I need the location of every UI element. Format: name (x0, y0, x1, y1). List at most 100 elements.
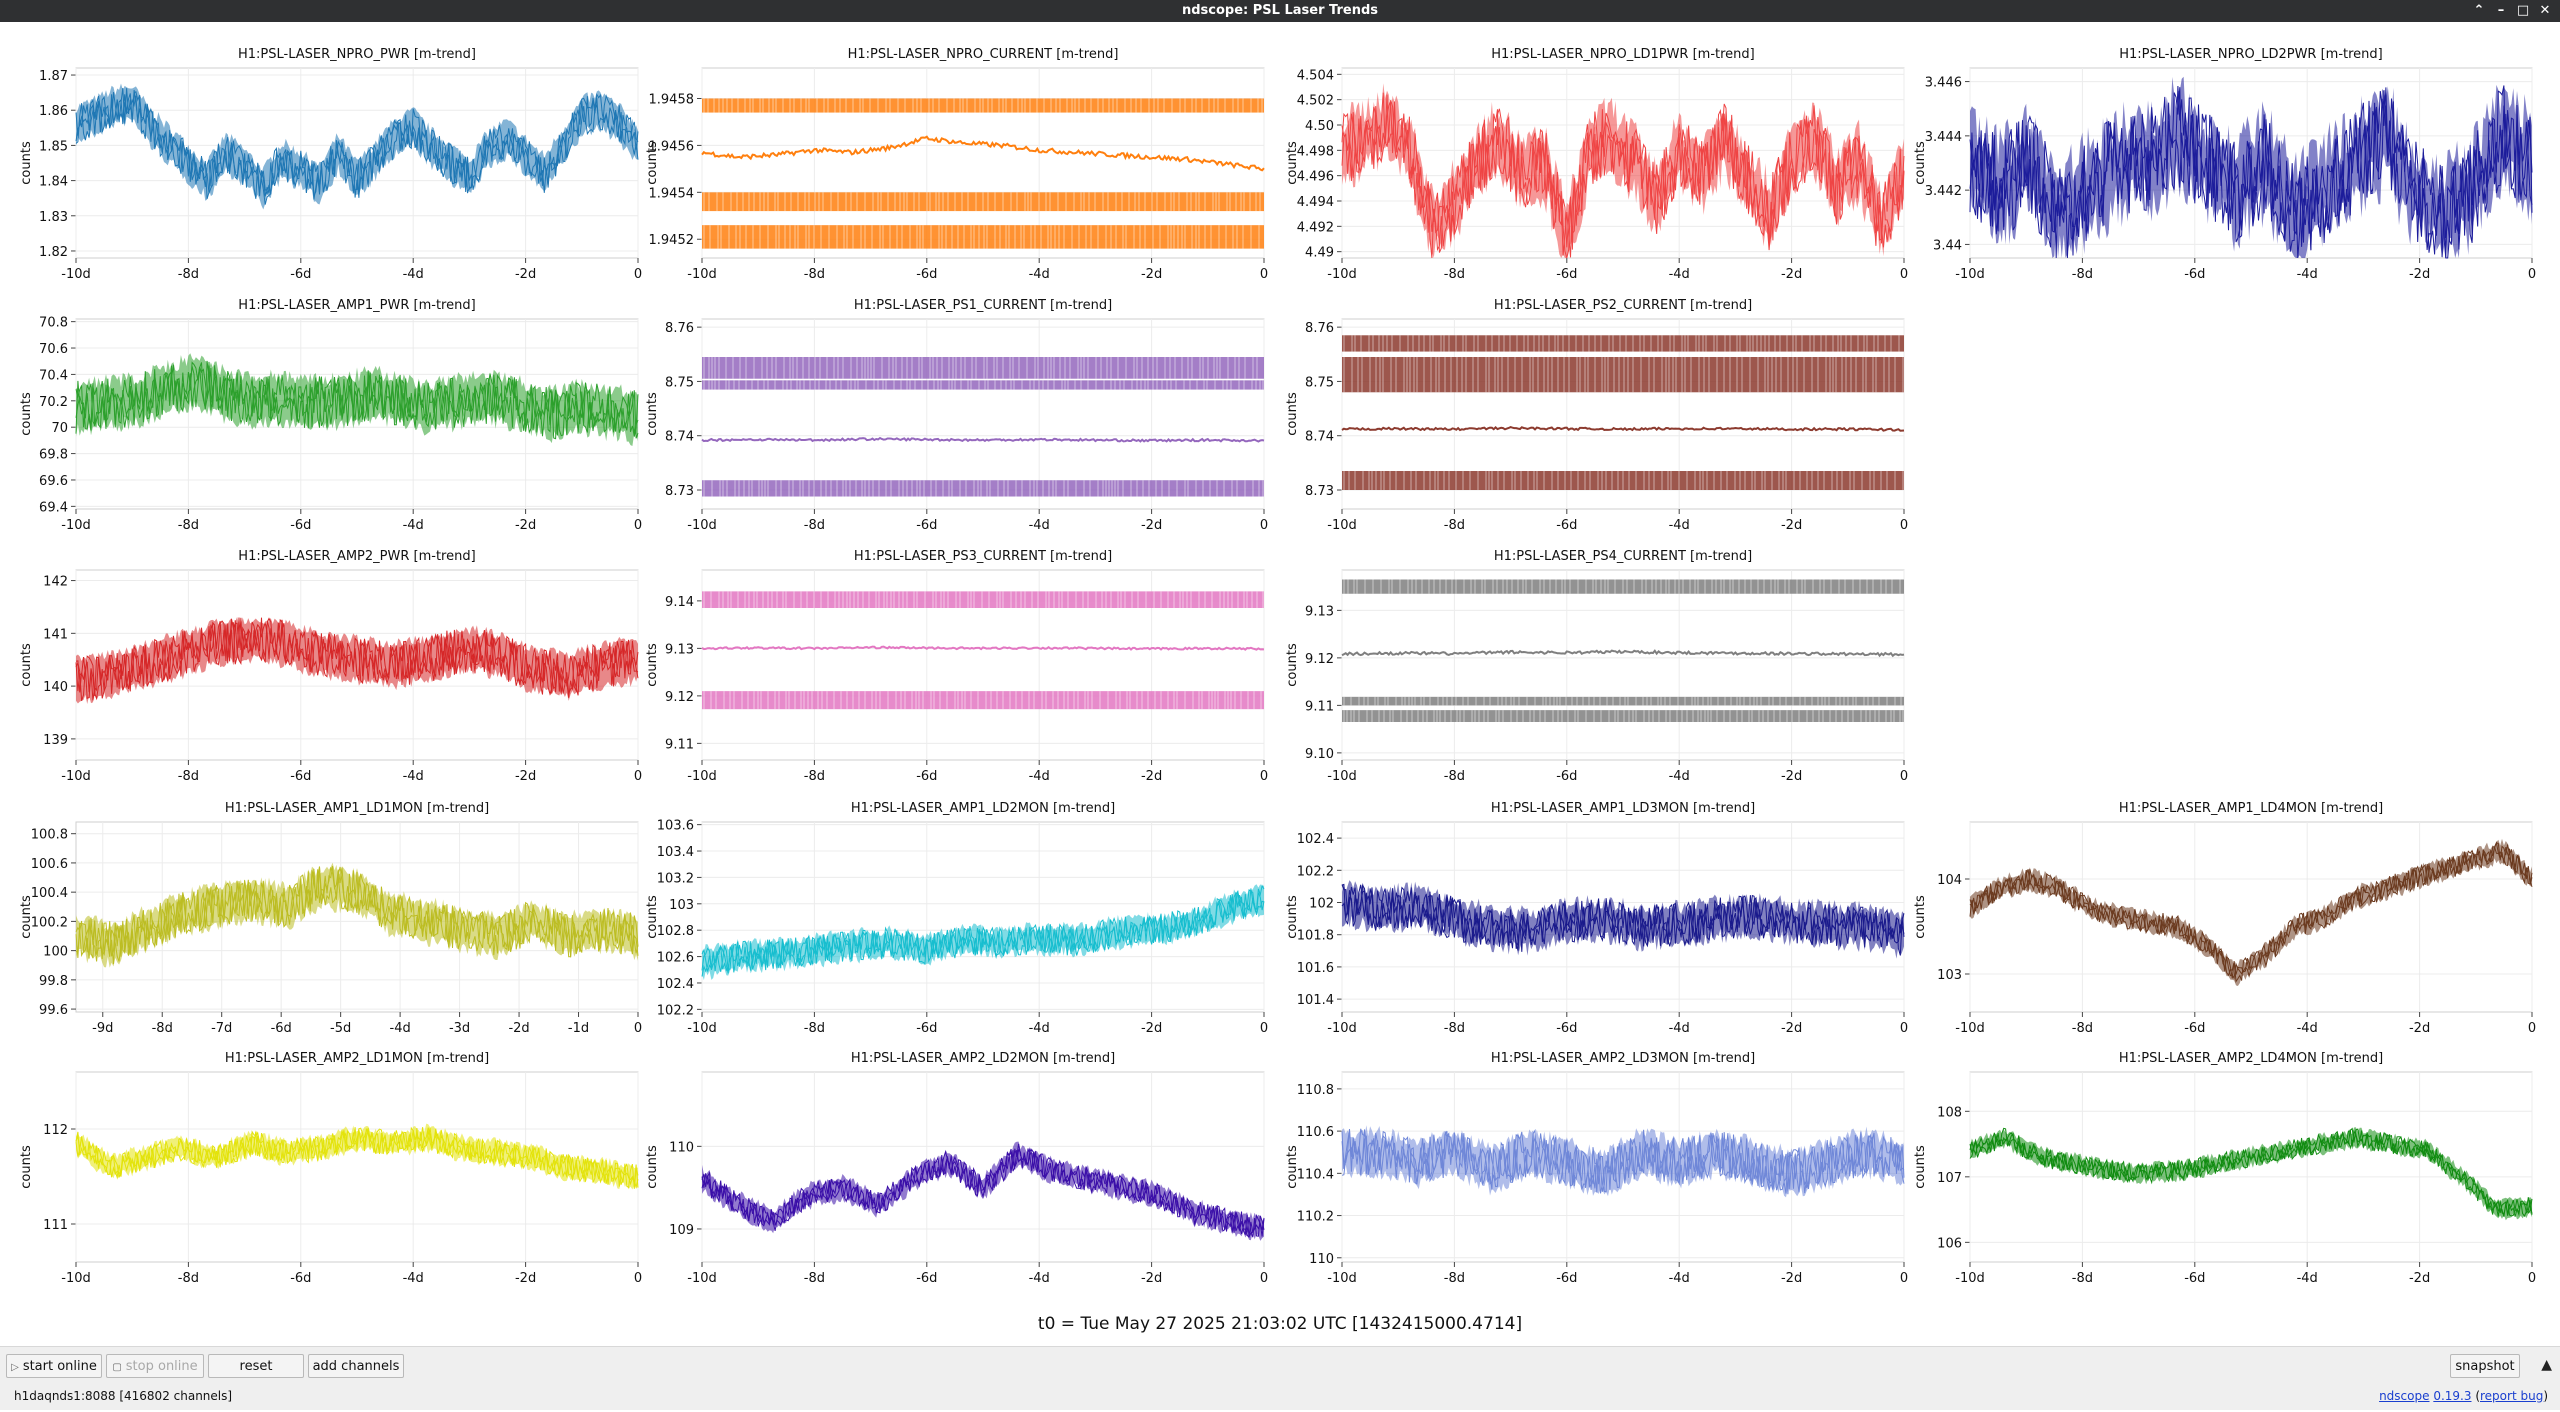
x-tick-label: -4d (1669, 769, 1690, 784)
x-tick-label: -8d (804, 267, 825, 282)
x-tick-label: -10d (687, 769, 717, 784)
plot-area[interactable] (701, 1071, 1265, 1263)
x-tick-label: -4d (1669, 1271, 1690, 1286)
x-tick-label: -6d (2184, 1021, 2205, 1036)
close-window-icon[interactable]: ✕ (2539, 3, 2551, 18)
y-tick-label: 109 (669, 1223, 694, 1238)
data-band (1342, 696, 1904, 706)
y-tick-label: 8.73 (1305, 484, 1334, 499)
plot-6[interactable]: H1:PSL-LASER_PS1_CURRENT [m-trend] counts… (645, 298, 1268, 533)
data-band (702, 357, 1264, 379)
y-axis-label: counts (645, 895, 660, 939)
y-tick-label: 69.4 (39, 500, 68, 515)
snapshot-button[interactable]: snapshot (2450, 1354, 2520, 1378)
plot-title: H1:PSL-LASER_PS2_CURRENT [m-trend] (1494, 298, 1752, 313)
plot-title: H1:PSL-LASER_PS4_CURRENT [m-trend] (1494, 549, 1752, 564)
add-channels-button[interactable]: add channels (308, 1354, 404, 1378)
ndscope-link[interactable]: ndscope (2379, 1389, 2430, 1403)
plot-15[interactable]: H1:PSL-LASER_AMP2_LD1MON [m-trend] counts… (19, 1051, 642, 1286)
y-tick-label: 110.2 (1297, 1210, 1334, 1225)
y-tick-label: 103.2 (657, 871, 694, 886)
y-tick-label: 70.6 (39, 342, 68, 357)
y-tick-label: 9.14 (665, 595, 694, 610)
series-line (1969, 1127, 2533, 1218)
plot-title: H1:PSL-LASER_NPRO_CURRENT [m-trend] (848, 47, 1119, 62)
minimize-window-icon[interactable]: – (2497, 3, 2505, 18)
x-tick-label: -2d (2409, 267, 2430, 282)
x-tick-label: -8d (1444, 1271, 1465, 1286)
plot-2[interactable]: H1:PSL-LASER_NPRO_CURRENT [m-trend] count… (645, 47, 1268, 282)
x-tick-label: -9d (92, 1021, 113, 1036)
plot-area[interactable] (1341, 569, 1905, 761)
plot-8[interactable]: H1:PSL-LASER_AMP2_PWR [m-trend] counts 139… (19, 549, 642, 784)
plot-7[interactable]: H1:PSL-LASER_PS2_CURRENT [m-trend] counts… (1285, 298, 1908, 533)
plot-4[interactable]: H1:PSL-LASER_NPRO_LD2PWR [m-trend] counts… (1913, 47, 2536, 282)
series-envelope (1970, 76, 2532, 258)
band-texture (703, 225, 1260, 249)
y-axis-label: counts (645, 643, 660, 687)
y-axis-label: counts (645, 1145, 660, 1189)
x-tick-label: -6d (290, 1271, 311, 1286)
x-tick-label: 0 (1900, 769, 1908, 784)
series-line (75, 361, 639, 440)
x-tick-label: -8d (804, 1271, 825, 1286)
x-tick-label: 0 (1900, 518, 1908, 533)
plot-area[interactable] (1969, 821, 2533, 1013)
plot-12[interactable]: H1:PSL-LASER_AMP1_LD2MON [m-trend] counts… (645, 801, 1268, 1036)
y-tick-label: 108 (1937, 1105, 1962, 1120)
plot-5[interactable]: H1:PSL-LASER_AMP1_PWR [m-trend] counts 69.… (19, 298, 642, 533)
shade-window-icon[interactable]: ⌃ (2473, 3, 2485, 18)
reset-button[interactable]: reset (208, 1354, 304, 1378)
x-tick-label: 0 (634, 1021, 642, 1036)
x-tick-label: -2d (515, 769, 536, 784)
report-bug-link[interactable]: report bug (2480, 1389, 2544, 1403)
y-tick-label: 9.13 (1305, 604, 1334, 619)
x-tick-label: -2d (1141, 769, 1162, 784)
x-tick-label: -2d (1781, 267, 1802, 282)
y-tick-label: 101.8 (1297, 929, 1334, 944)
y-tick-label: 70.4 (39, 368, 68, 383)
plot-area[interactable] (701, 318, 1265, 510)
y-tick-label: 3.442 (1925, 184, 1962, 199)
x-tick-label: -2d (1141, 1021, 1162, 1036)
x-tick-label: 0 (1900, 267, 1908, 282)
plot-13[interactable]: H1:PSL-LASER_AMP1_LD3MON [m-trend] counts… (1285, 801, 1908, 1036)
maximize-window-icon[interactable]: □ (2516, 3, 2530, 18)
x-tick-label: -10d (1955, 1021, 1985, 1036)
band-texture (1343, 357, 1904, 393)
plot-14[interactable]: H1:PSL-LASER_AMP1_LD4MON [m-trend] counts… (1913, 801, 2536, 1036)
plot-area[interactable] (701, 821, 1265, 1013)
plot-16[interactable]: H1:PSL-LASER_AMP2_LD2MON [m-trend] counts… (645, 1051, 1268, 1286)
plot-11[interactable]: H1:PSL-LASER_AMP1_LD1MON [m-trend] counts… (19, 801, 642, 1036)
plot-3[interactable]: H1:PSL-LASER_NPRO_LD1PWR [m-trend] counts… (1285, 47, 1908, 282)
y-tick-label: 112 (43, 1123, 68, 1138)
plot-9[interactable]: H1:PSL-LASER_PS3_CURRENT [m-trend] counts… (645, 549, 1268, 784)
plot-18[interactable]: H1:PSL-LASER_AMP2_LD4MON [m-trend] counts… (1913, 1051, 2536, 1286)
data-band (702, 480, 1264, 497)
y-tick-label: 101.4 (1297, 993, 1334, 1008)
series-line (75, 1126, 639, 1189)
x-tick-label: -6d (1556, 267, 1577, 282)
y-tick-label: 4.49 (1305, 246, 1334, 261)
plot-title: H1:PSL-LASER_AMP1_LD3MON [m-trend] (1491, 801, 1755, 816)
expand-panel-icon[interactable]: ▲ (2541, 1357, 2552, 1373)
y-tick-label: 69.8 (39, 448, 68, 463)
x-tick-label: -10d (61, 267, 91, 282)
x-tick-label: -10d (1327, 769, 1357, 784)
plot-grid[interactable]: H1:PSL-LASER_NPRO_PWR [m-trend] counts 1.8… (0, 22, 2560, 1412)
x-tick-label: -8d (178, 518, 199, 533)
version-link[interactable]: 0.19.3 (2433, 1389, 2472, 1403)
y-tick-label: 3.444 (1925, 130, 1962, 145)
plot-1[interactable]: H1:PSL-LASER_NPRO_PWR [m-trend] counts 1.8… (19, 47, 642, 282)
x-tick-label: -4d (403, 518, 424, 533)
plot-17[interactable]: H1:PSL-LASER_AMP2_LD3MON [m-trend] counts… (1285, 1051, 1908, 1286)
x-tick-label: -6d (916, 769, 937, 784)
start-online-button[interactable]: ▷ start online (6, 1354, 102, 1378)
plot-title: H1:PSL-LASER_AMP1_LD2MON [m-trend] (851, 801, 1115, 816)
plot-10[interactable]: H1:PSL-LASER_PS4_CURRENT [m-trend] counts… (1285, 549, 1908, 784)
x-tick-label: 0 (2528, 267, 2536, 282)
data-band (702, 225, 1264, 249)
x-tick-label: -4d (1029, 518, 1050, 533)
x-tick-label: -4d (403, 769, 424, 784)
y-tick-label: 110 (1309, 1252, 1334, 1267)
